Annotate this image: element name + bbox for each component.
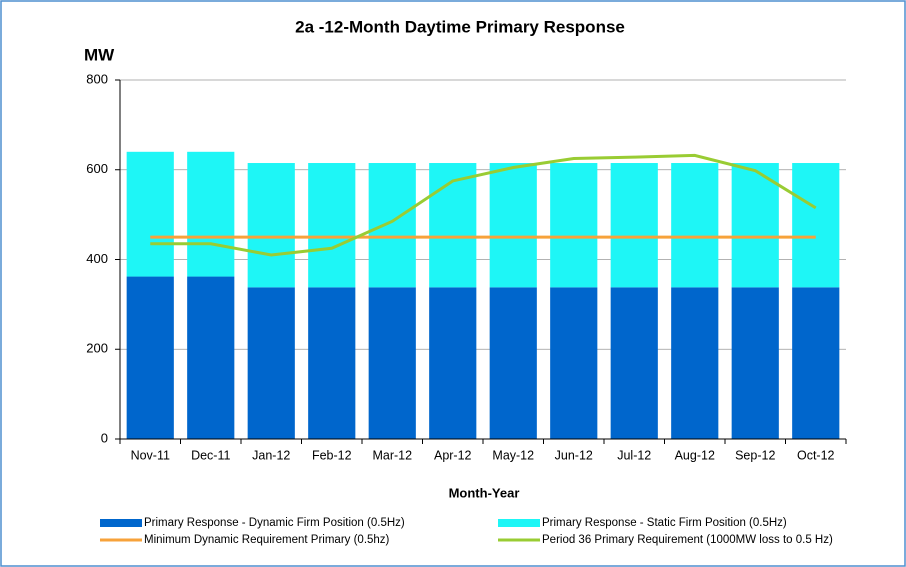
bar-segment (247, 287, 295, 439)
line-series (150, 153, 817, 257)
legend-swatch (100, 519, 142, 527)
y-tick-label: 400 (86, 251, 108, 266)
x-tick-label: Jun-12 (555, 448, 593, 462)
y-tick-label: 0 (101, 430, 108, 445)
x-tick-label: Sep-12 (735, 448, 775, 462)
x-tick-label: Mar-12 (372, 448, 412, 462)
bar-segment (308, 163, 356, 288)
x-tick-label: Nov-11 (131, 448, 170, 462)
bar-segment (550, 163, 598, 288)
bar-segment (731, 163, 779, 288)
x-tick-label: Jan-12 (252, 448, 290, 462)
bar-segment (126, 151, 174, 277)
bar-segment (429, 163, 477, 288)
y-tick-label: 600 (86, 161, 108, 176)
bar-segment (489, 163, 537, 288)
bar-segment (671, 163, 719, 288)
x-tick-label: Aug-12 (675, 448, 715, 462)
bar-segment (368, 163, 416, 288)
bar-segment (429, 287, 477, 439)
chart-title: 2a -12-Month Daytime Primary Response (295, 17, 625, 36)
legend-label: Period 36 Primary Requirement (1000MW lo… (542, 534, 833, 546)
x-axis-label: Month-Year (449, 485, 520, 500)
bar-segment (308, 287, 356, 439)
bar-segment (731, 287, 779, 439)
bar-segment (550, 287, 598, 439)
bar-segment (126, 276, 174, 439)
legend-label: Primary Response - Dynamic Firm Position… (144, 517, 405, 529)
y-axis-label: MW (84, 45, 115, 64)
bar-segment (610, 163, 658, 288)
bar-segment (489, 287, 537, 439)
legend-label: Minimum Dynamic Requirement Primary (0.5… (144, 534, 390, 546)
y-tick-label: 800 (86, 71, 108, 86)
bar-segment (368, 287, 416, 439)
bar-segment (247, 163, 295, 288)
bar-segment (792, 287, 840, 439)
bar-segment (610, 287, 658, 439)
x-tick-label: Jul-12 (617, 448, 651, 462)
bar-segment (792, 163, 840, 288)
x-tick-label: May-12 (492, 448, 534, 462)
legend-swatch (498, 519, 540, 527)
x-tick-label: Feb-12 (312, 448, 352, 462)
x-tick-label: Dec-11 (191, 448, 230, 462)
legend-label: Primary Response - Static Firm Position … (542, 517, 787, 529)
x-tick-label: Apr-12 (434, 448, 472, 462)
x-tick-label: Oct-12 (797, 448, 835, 462)
bar-segment (671, 287, 719, 439)
bar-segment (187, 151, 235, 277)
y-tick-label: 200 (86, 341, 108, 356)
bar-segment (187, 276, 235, 439)
